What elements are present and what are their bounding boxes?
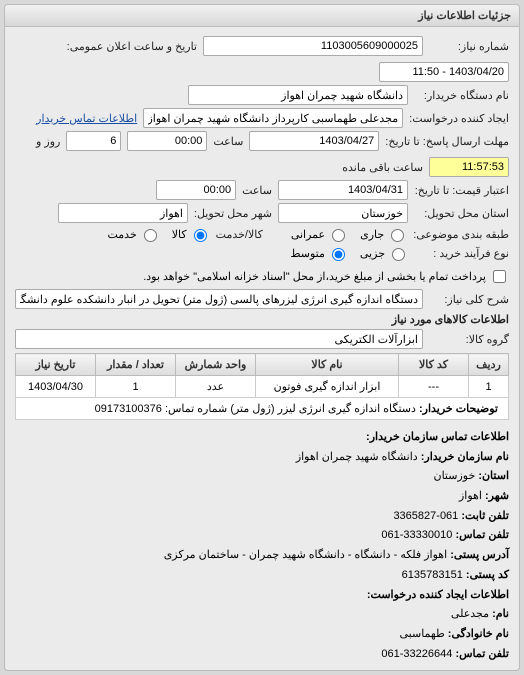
need-no-field[interactable] — [203, 36, 423, 56]
goods-khadmat-radio[interactable] — [144, 229, 157, 242]
goods-section-title: اطلاعات کالاهای مورد نیاز — [15, 313, 509, 326]
contact-fax-label: تلفن تماس: — [455, 529, 509, 541]
explain-text: دستگاه اندازه گیری انرژی لیزر (ژول متر) … — [95, 403, 416, 415]
goods-type-label: کالا/خدمت — [216, 228, 263, 241]
process-motavasset-radio[interactable] — [332, 248, 345, 261]
budget-radio-group: جاری عمرانی — [283, 226, 407, 242]
table-explain-row: توضیحات خریدار: دستگاه اندازه گیری انرژی… — [16, 398, 509, 420]
contact-section-title: اطلاعات تماس سازمان خریدار: — [366, 431, 509, 443]
cell-unit: عدد — [176, 376, 256, 398]
cell-qty: 1 — [96, 376, 176, 398]
requester-field[interactable] — [143, 108, 403, 128]
req-family-label: نام خانوادگی: — [448, 628, 509, 640]
process-note-checkbox[interactable] — [493, 270, 506, 283]
goods-radio-group: کالا خدمت — [99, 226, 209, 242]
days-label: روز و — [36, 135, 60, 148]
contact-zip-label: کد پستی: — [466, 569, 509, 581]
validity-time-field[interactable] — [156, 180, 236, 200]
goods-table: ردیف کد کالا نام کالا واحد شمارش تعداد /… — [15, 353, 509, 420]
process-jozi-radio[interactable] — [392, 248, 405, 261]
requester-label: ایجاد کننده درخواست: — [409, 112, 509, 125]
process-radio-group: جزیی متوسط — [282, 245, 408, 261]
announce-field[interactable] — [379, 62, 509, 82]
th-qty: تعداد / مقدار — [96, 354, 176, 376]
deadline-time-field[interactable] — [127, 131, 207, 151]
explain-label: توضیحات خریدار: — [419, 403, 498, 415]
cell-date: 1403/04/30 — [16, 376, 96, 398]
need-details-panel: جزئیات اطلاعات نیاز شماره نیاز: تاریخ و … — [4, 4, 520, 671]
contact-block: اطلاعات تماس سازمان خریدار: نام سازمان خ… — [15, 428, 509, 663]
panel-title: جزئیات اطلاعات نیاز — [5, 5, 519, 27]
contact-postal-label: آدرس پستی: — [450, 549, 509, 561]
th-row: ردیف — [469, 354, 509, 376]
contact-phone: 061-3365827 — [393, 510, 458, 522]
contact-province-label: استان: — [478, 470, 509, 482]
process-motavasset-option[interactable]: متوسط — [290, 245, 348, 261]
table-row[interactable]: 1 --- ابزار اندازه گیری فوتون عدد 1 1403… — [16, 376, 509, 398]
deadline-label: مهلت ارسال پاسخ: تا تاریخ: — [385, 135, 509, 148]
contact-org: دانشگاه شهید چمران اهواز — [296, 451, 418, 463]
cell-row: 1 — [469, 376, 509, 398]
process-note-option[interactable]: پرداخت تمام یا بخشی از مبلغ خرید،از محل … — [143, 267, 509, 286]
panel-body: شماره نیاز: تاریخ و ساعت اعلان عمومی: نا… — [5, 27, 519, 670]
contact-city-label: شهر: — [485, 490, 509, 502]
announce-label: تاریخ و ساعت اعلان عمومی: — [67, 40, 197, 53]
contact-org-label: نام سازمان خریدار: — [421, 451, 509, 463]
cell-code: --- — [399, 376, 469, 398]
budget-jari-option[interactable]: جاری — [360, 226, 407, 242]
remaining-field — [429, 157, 509, 177]
validity-date-field[interactable] — [278, 180, 408, 200]
contact-phone-label: تلفن ثابت: — [461, 510, 509, 522]
th-code: کد کالا — [399, 354, 469, 376]
deadline-date-field[interactable] — [249, 131, 379, 151]
process-jozi-option[interactable]: جزیی — [360, 245, 408, 261]
budget-omrani-option[interactable]: عمرانی — [291, 226, 348, 242]
process-label: نوع فرآیند خرید : — [414, 247, 509, 260]
city-label: شهر محل تحویل: — [194, 207, 272, 220]
contact-province: خوزستان — [433, 470, 475, 482]
deadline-time-label: ساعت — [213, 135, 243, 148]
req-section-title: اطلاعات ایجاد کننده درخواست: — [367, 589, 509, 601]
contact-city: اهواز — [459, 490, 482, 502]
th-unit: واحد شمارش — [176, 354, 256, 376]
contact-postal: اهواز فلکه - دانشگاه - دانشگاه شهید چمرا… — [164, 549, 447, 561]
goods-kala-radio[interactable] — [194, 229, 207, 242]
goods-kala-option[interactable]: کالا — [172, 226, 210, 242]
contact-fax: 33330010-061 — [381, 529, 452, 541]
buyer-org-field[interactable] — [188, 85, 408, 105]
budget-omrani-radio[interactable] — [332, 229, 345, 242]
cell-name: ابزار اندازه گیری فوتون — [256, 376, 399, 398]
th-name: نام کالا — [256, 354, 399, 376]
need-no-label: شماره نیاز: — [429, 40, 509, 53]
validity-time-label: ساعت — [242, 184, 272, 197]
goods-group-label: گروه کالا: — [429, 333, 509, 346]
buyer-contact-link[interactable]: اطلاعات تماس خریدار — [36, 112, 137, 125]
goods-khadmat-option[interactable]: خدمت — [107, 226, 159, 242]
province-field[interactable] — [278, 203, 408, 223]
goods-group-field[interactable] — [15, 329, 423, 349]
keyword-label: شرح کلی نیاز: — [429, 293, 509, 306]
province-label: استان محل تحویل: — [414, 207, 509, 220]
req-phone: 33226644-061 — [381, 648, 452, 660]
th-date: تاریخ نیاز — [16, 354, 96, 376]
city-field[interactable] — [58, 203, 188, 223]
explain-cell: توضیحات خریدار: دستگاه اندازه گیری انرژی… — [16, 398, 509, 420]
remaining-label: ساعت باقی مانده — [342, 161, 423, 174]
buyer-org-label: نام دستگاه خریدار: — [414, 89, 509, 102]
budget-label: طبقه بندی موضوعی: — [413, 228, 509, 241]
days-field[interactable] — [66, 131, 121, 151]
contact-zip: 6135783151 — [402, 569, 463, 581]
keyword-field[interactable] — [15, 289, 423, 309]
req-name-label: نام: — [492, 608, 509, 620]
budget-jari-radio[interactable] — [391, 229, 404, 242]
table-header-row: ردیف کد کالا نام کالا واحد شمارش تعداد /… — [16, 354, 509, 376]
req-name: مجدعلی — [451, 608, 489, 620]
validity-label: اعتبار قیمت: تا تاریخ: — [414, 184, 509, 197]
req-phone-label: تلفن تماس: — [455, 648, 509, 660]
req-family: طهماسبی — [399, 628, 444, 640]
